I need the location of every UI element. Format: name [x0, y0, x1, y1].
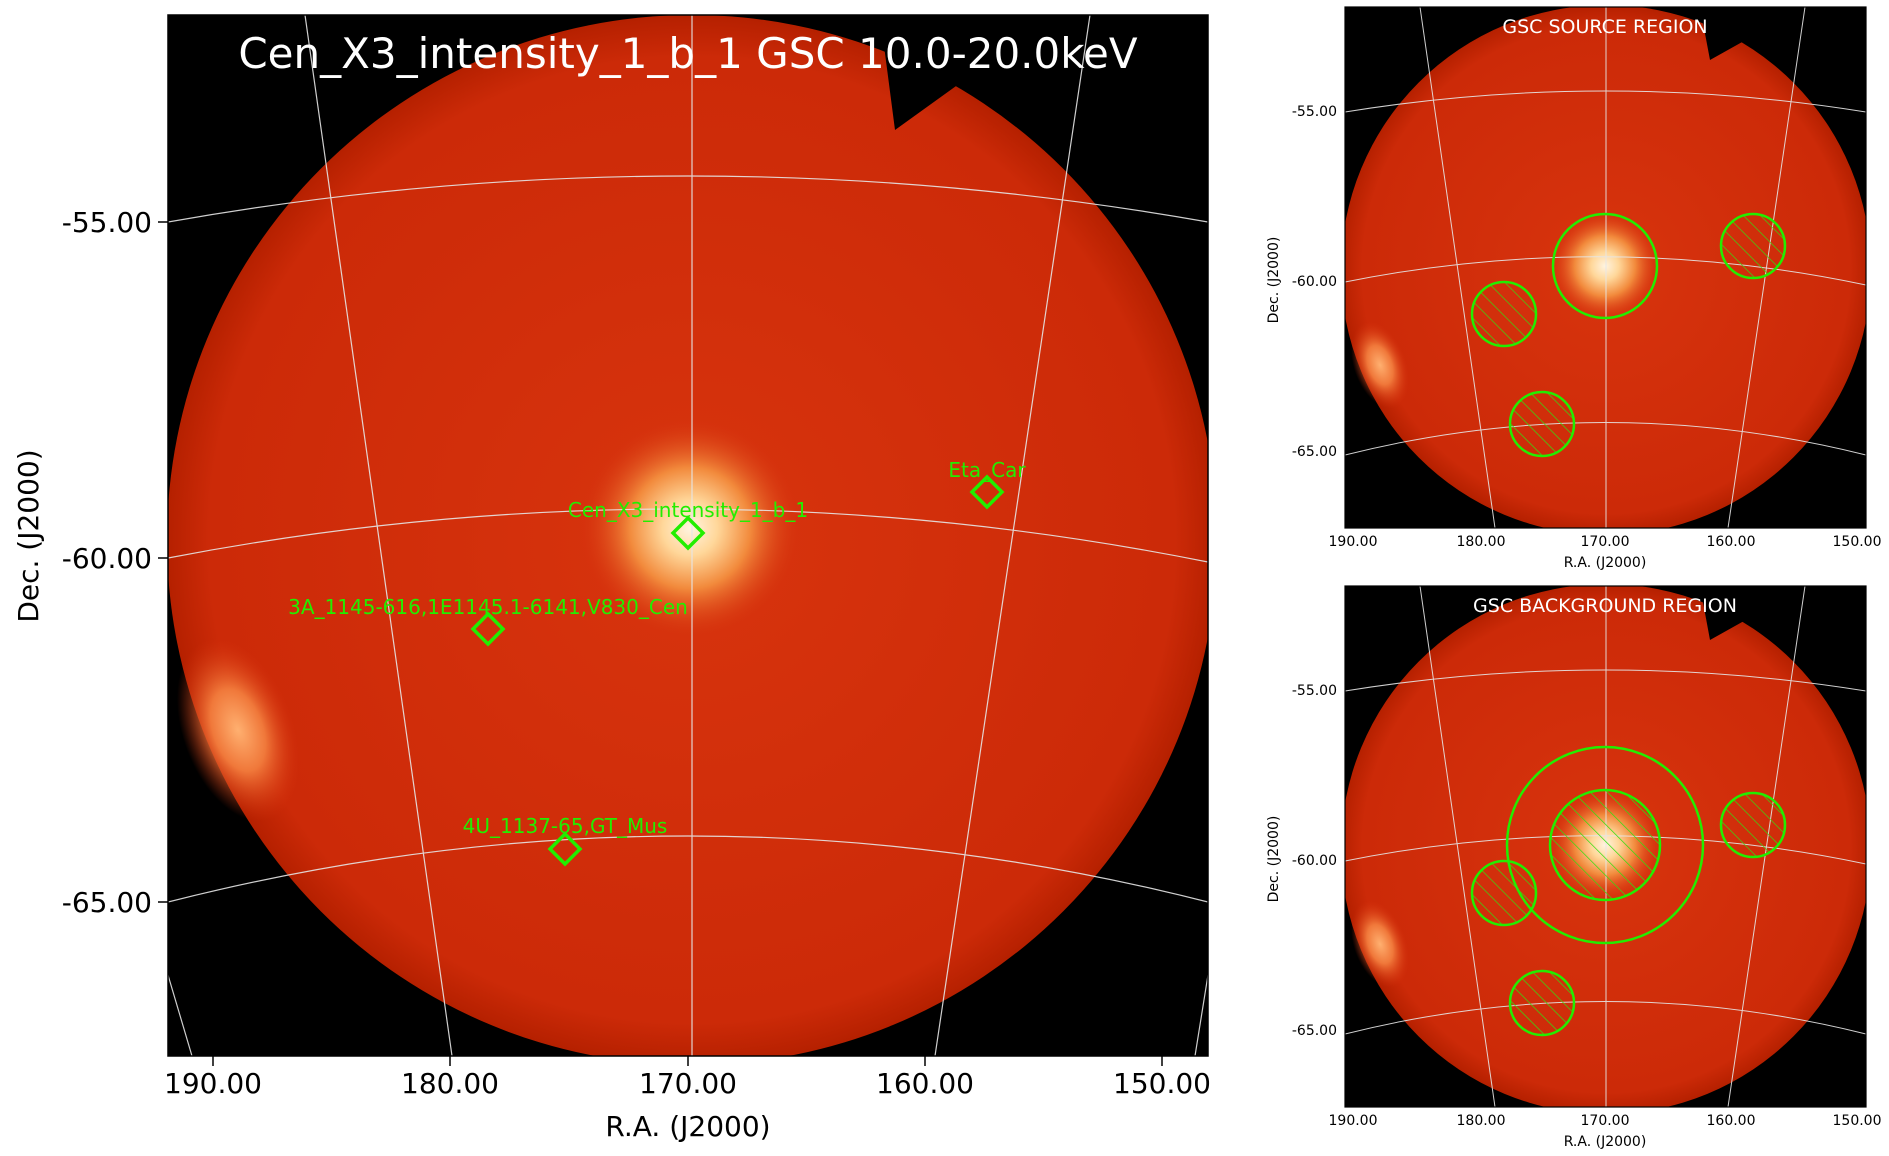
src-xlabel: R.A. (J2000) — [1564, 555, 1647, 571]
src-coordinate-grid — [1345, 7, 1866, 528]
main-ytick-0: -55.00 — [62, 206, 152, 239]
main-xtick-4: 150.00 — [1113, 1067, 1211, 1100]
src-xtick-3: 160.00 — [1707, 534, 1756, 550]
src-bkg-circle-3 — [1508, 390, 1576, 458]
bkg-xtick-3: 160.00 — [1707, 1113, 1756, 1129]
main-title: Cen_X3_intensity_1_b_1 GSC 10.0-20.0keV — [238, 29, 1138, 78]
bkg-xtick-1: 180.00 — [1457, 1113, 1506, 1129]
src-bkg-circle-1 — [1470, 280, 1538, 348]
source-label-eta-car: Eta_Car — [948, 458, 1026, 482]
bkg-exclusion-circle — [1548, 788, 1662, 902]
src-exposure-notch — [1700, 7, 1866, 60]
bkg-xlabel: R.A. (J2000) — [1564, 1134, 1647, 1150]
bkg-xtick-2: 170.00 — [1581, 1113, 1630, 1129]
src-xtick-0: 190.00 — [1329, 534, 1378, 550]
bkg-ytick-2: -65.00 — [1292, 1023, 1337, 1039]
bkg-ylabel: Dec. (J2000) — [1266, 816, 1282, 903]
bkg-ytick-0: -55.00 — [1292, 683, 1337, 699]
src-ytick-0: -55.00 — [1292, 104, 1337, 120]
main-xtick-1: 180.00 — [401, 1067, 499, 1100]
src-source-circle — [1551, 212, 1659, 320]
bkg-regions — [1470, 745, 1787, 1037]
main-ytick-1: -60.00 — [62, 542, 152, 575]
main-xtick-0: 190.00 — [164, 1067, 262, 1100]
main-coordinate-grid — [168, 15, 1208, 1056]
bkg-ytick-1: -60.00 — [1292, 853, 1337, 869]
src-ytick-2: -65.00 — [1292, 444, 1337, 460]
bkg-frame — [1344, 585, 1867, 1108]
source-label-cen-x3: Cen_X3_intensity_1_b_1 — [568, 498, 808, 522]
src-xtick-1: 180.00 — [1457, 534, 1506, 550]
main-panel: Cen_X3_intensity_1_b_1 Eta_Car 3A_1145-6… — [12, 14, 1211, 1143]
src-frame — [1344, 6, 1867, 529]
src-regions — [1470, 212, 1787, 458]
background-region-panel: GSC BACKGROUND REGION 190.00 180.00 170.… — [1266, 585, 1882, 1150]
main-xlabel: R.A. (J2000) — [605, 1110, 770, 1143]
main-source-glow — [580, 418, 800, 638]
main-exposure-notch — [880, 15, 1208, 130]
main-xtick-3: 160.00 — [876, 1067, 974, 1100]
src-edge-source-glow — [1351, 321, 1409, 409]
main-ylabel: Dec. (J2000) — [12, 449, 45, 622]
src-ylabel: Dec. (J2000) — [1266, 237, 1282, 324]
src-xtick-4: 150.00 — [1833, 534, 1882, 550]
bkg-xtick-0: 190.00 — [1329, 1113, 1378, 1129]
bkg-circle-3 — [1508, 969, 1576, 1037]
source-label-4u-1137: 4U_1137-65,GT_Mus — [463, 814, 668, 838]
marker-3a-1145 — [470, 611, 506, 647]
marker-cen-x3 — [670, 515, 706, 551]
bkg-circle-1 — [1470, 859, 1538, 927]
bkg-xtick-4: 150.00 — [1833, 1113, 1882, 1129]
bkg-edge-source-glow — [1351, 900, 1409, 988]
bkg-title: GSC BACKGROUND REGION — [1473, 595, 1737, 617]
main-xtick-2: 170.00 — [639, 1067, 737, 1100]
bkg-exposure-notch — [1700, 586, 1866, 640]
main-edge-source-glow — [176, 638, 300, 822]
src-xtick-2: 170.00 — [1581, 534, 1630, 550]
main-source-markers — [470, 474, 1005, 867]
src-source-glow — [1550, 211, 1660, 321]
marker-4u-1137 — [547, 831, 583, 867]
marker-eta-car — [969, 474, 1005, 510]
main-ytick-2: -65.00 — [62, 886, 152, 919]
main-ticks — [158, 221, 1163, 1066]
source-label-3a-1145: 3A_1145-616,1E1145.1-6141,V830_Cen — [288, 595, 688, 619]
source-region-panel: GSC SOURCE REGION 190.00 180.00 170.00 1… — [1266, 6, 1882, 571]
src-bkg-circle-2 — [1719, 212, 1787, 280]
bkg-annulus-outer — [1505, 745, 1705, 945]
src-title: GSC SOURCE REGION — [1502, 16, 1707, 38]
bkg-circle-2 — [1719, 791, 1787, 859]
src-ytick-1: -60.00 — [1292, 274, 1337, 290]
